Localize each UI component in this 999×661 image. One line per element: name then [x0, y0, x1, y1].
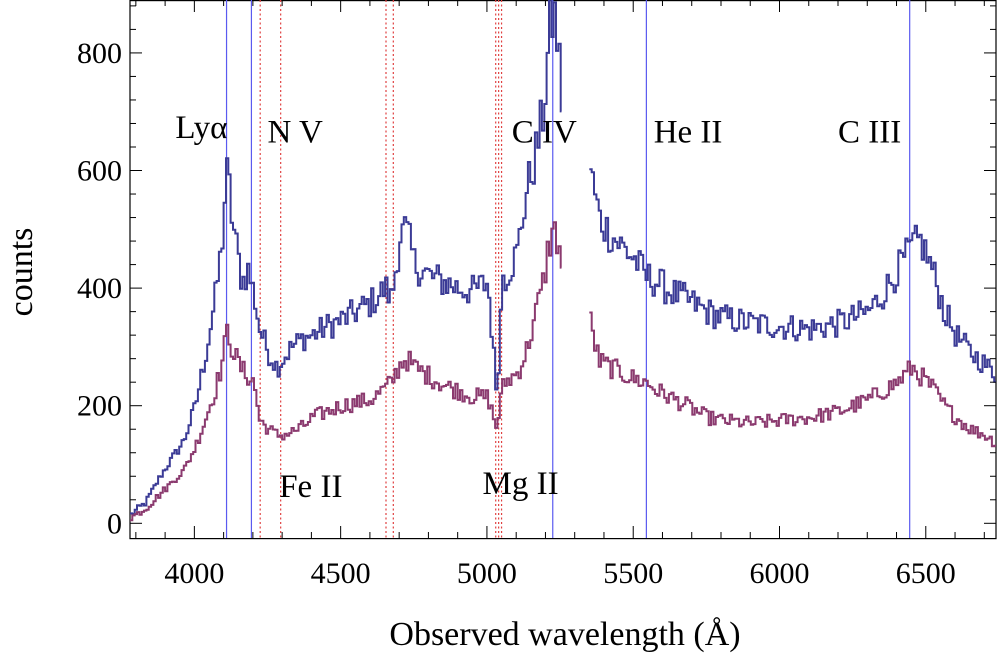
x-axis: 4000 4500 5000 5500 6000 6500: [135, 0, 985, 590]
line-label: C III: [838, 114, 901, 150]
plot-frame: [129, 0, 997, 540]
spectrum-series-4: [589, 311, 996, 448]
line-label: Mg II: [483, 466, 559, 502]
line-label: He II: [654, 114, 723, 150]
x-tick-label: 4000: [164, 557, 224, 590]
y-tick-label: 400: [77, 272, 122, 305]
x-tick-label: 6500: [896, 557, 956, 590]
y-tick-label: 0: [107, 507, 122, 540]
spectrum-series-1: [130, 0, 562, 515]
line-label: N V: [268, 114, 323, 150]
x-tick-label: 4500: [311, 557, 371, 590]
series-layer: [130, 0, 996, 522]
spectrum-series-2: [589, 168, 996, 383]
x-tick-label: 6000: [750, 557, 810, 590]
y-axis-label: counts: [3, 228, 40, 317]
x-tick-label: 5500: [603, 557, 663, 590]
spectrum-series-3: [130, 221, 562, 522]
line-label: Fe II: [279, 469, 342, 505]
line-label: C IV: [512, 114, 577, 150]
plot-area: [129, 0, 997, 540]
y-tick-label: 800: [77, 37, 122, 70]
emission-line-labels: Lyα N V C IV He II C III Fe II Mg II: [175, 110, 901, 505]
x-tick-label: 5000: [457, 557, 517, 590]
x-axis-label: Observed wavelength (Å): [389, 616, 740, 653]
y-tick-label: 200: [77, 390, 122, 423]
spectral-line-markers: [225, 0, 911, 538]
y-axis: 0 200 400 600 800: [77, 5, 996, 540]
y-tick-label: 600: [77, 155, 122, 188]
line-label: Lyα: [175, 110, 227, 146]
